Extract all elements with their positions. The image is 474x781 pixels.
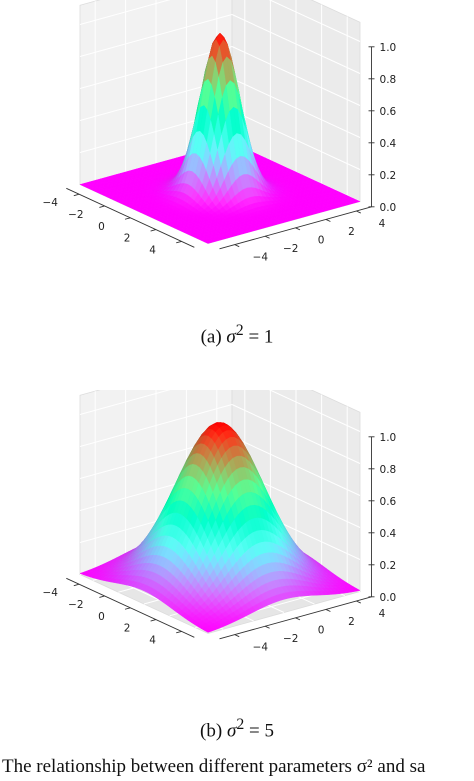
y-tick: [264, 625, 270, 629]
grid-line-z: [79, 14, 233, 57]
chart-panel-a: −4 −2 0 2 4 −4 −2 0 2 4 0.0 0.2 0.4 0.6 0.8 1.0: [0, 0, 474, 320]
grid-line-z: [231, 404, 361, 464]
y-tick-label: −4: [253, 641, 269, 653]
y-tick: [356, 210, 361, 214]
x-tick-label: 0: [98, 611, 105, 623]
z-tick-label: 0.4: [380, 138, 397, 150]
z-tick-label: 1.0: [380, 432, 397, 444]
z-tick-label: 0.2: [380, 170, 397, 182]
y-tick: [325, 219, 331, 222]
z-tick-label: 0.6: [380, 496, 397, 508]
z-tick-label: 1.0: [380, 42, 397, 54]
x-tick: [176, 240, 182, 244]
x-tick-label: 2: [124, 623, 131, 635]
x-tick-label: 2: [124, 233, 131, 245]
axes: −4 −2 0 2 4 −4 −2 0 2 4 0.0 0.2 0.4 0.6 0.8 1.0: [42, 432, 396, 654]
figure-caption: The relationship between different param…: [2, 756, 426, 777]
caption-b-exponent: 2: [236, 716, 245, 733]
y-tick-label: 0: [318, 235, 325, 247]
x-tick-label: −4: [42, 587, 58, 599]
z-tick-label: 0.8: [380, 74, 397, 86]
surface: [79, 422, 361, 633]
grid-line-z: [231, 46, 361, 106]
chart-panel-b: −4 −2 0 2 4 −4 −2 0 2 4 0.0 0.2 0.4 0.6 0.8 1.0: [0, 352, 474, 710]
y-tick-label: 2: [348, 616, 355, 628]
x-tick: [99, 205, 105, 208]
caption-b: (b) σ2 = 5: [0, 716, 474, 742]
y-tick: [234, 634, 240, 638]
caption-a-value: = 1: [243, 326, 274, 348]
grid-line-z: [231, 110, 361, 170]
grid-line-z: [231, 78, 361, 138]
y-tick-label: −2: [283, 243, 298, 255]
grid-line-z: [79, 404, 233, 447]
surface-plot-a: −4 −2 0 2 4 −4 −2 0 2 4 0.0 0.2 0.4 0.6 0.8 1.0: [42, 0, 397, 264]
z-tick-label: 0.4: [380, 528, 397, 540]
z-tick-label: 0.8: [380, 464, 397, 476]
surface-patch: [204, 628, 213, 633]
z-tick-label: 0.2: [380, 560, 397, 572]
z-tick-label: 0.0: [380, 202, 397, 214]
x-tick: [150, 229, 157, 232]
y-tick: [234, 244, 240, 248]
y-tick-label: −4: [253, 251, 269, 263]
y-tick-label: 4: [379, 218, 386, 230]
x-tick-label: −2: [68, 599, 83, 611]
grid-line-z: [268, 0, 361, 42]
axes: −4 −2 0 2 4 −4 −2 0 2 4 0.0 0.2 0.4 0.6 0.8 1.0: [42, 42, 396, 264]
x-tick-label: 0: [98, 221, 105, 233]
surface: [79, 32, 361, 244]
y-tick: [295, 617, 301, 621]
grid-line-z: [231, 14, 361, 74]
x-tick: [99, 595, 105, 598]
z-tick-label: 0.6: [380, 106, 397, 118]
caption-a-label: (a): [200, 326, 222, 348]
x-tick-label: 4: [149, 634, 156, 646]
y-tick-label: 0: [318, 625, 325, 637]
y-tick: [325, 609, 331, 612]
x-tick: [176, 630, 182, 634]
grid-line-z: [79, 46, 233, 89]
y-tick-label: 2: [348, 226, 355, 238]
y-tick: [264, 235, 270, 239]
caption-a-exponent: 2: [235, 322, 244, 339]
z-tick-label: 0.0: [380, 592, 397, 604]
x-tick: [73, 193, 80, 197]
y-tick-label: −2: [283, 633, 298, 645]
x-tick-label: 4: [149, 244, 156, 256]
surface-patch: [203, 240, 213, 244]
caption-a-variable: σ: [226, 326, 236, 348]
caption-b-label: (b): [200, 720, 223, 742]
caption-b-value: = 5: [244, 720, 274, 742]
x-tick: [73, 583, 80, 587]
surface-plot-b: −4 −2 0 2 4 −4 −2 0 2 4 0.0 0.2 0.4 0.6 0.8 1.0: [42, 352, 397, 654]
grid-line-z: [231, 436, 361, 496]
y-tick: [295, 227, 301, 231]
x-tick-label: −2: [68, 209, 83, 221]
x-tick-label: −4: [42, 197, 58, 209]
y-tick: [356, 600, 361, 604]
caption-b-variable: σ: [226, 720, 237, 742]
grid-line-z: [79, 0, 171, 25]
y-tick-label: 4: [379, 608, 386, 620]
x-tick: [124, 217, 131, 220]
caption-a: (a) σ2 = 1: [0, 322, 474, 348]
x-tick: [150, 619, 157, 622]
x-tick: [124, 607, 131, 610]
